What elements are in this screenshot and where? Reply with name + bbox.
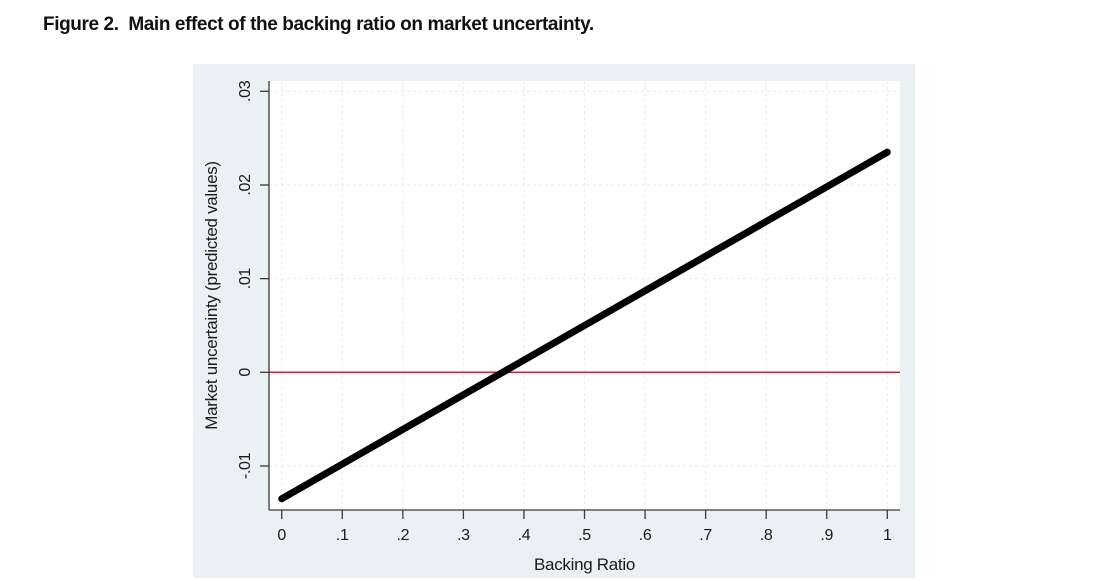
main-effect-line bbox=[278, 148, 891, 503]
x-tick-label: .3 bbox=[457, 527, 470, 544]
x-tick-label: 0 bbox=[277, 527, 286, 544]
y-axis-title: Market uncertainty (predicted values) bbox=[202, 161, 221, 430]
y-tick-label: .02 bbox=[237, 174, 254, 196]
x-tick-label: .6 bbox=[639, 527, 652, 544]
x-tick-label: .7 bbox=[699, 527, 712, 544]
y-tick-label: 0 bbox=[237, 368, 254, 377]
x-tick-label: .8 bbox=[760, 527, 773, 544]
chart-canvas: -.01 0 .01 .02 .03 0 .1 .2 .3 .4 .5 .6 .7 .8 .9 1 Market… bbox=[193, 64, 915, 578]
x-tick-label: 1 bbox=[883, 527, 892, 544]
x-axis-title: Backing Ratio bbox=[534, 555, 635, 574]
x-tick-label: .4 bbox=[518, 527, 531, 544]
y-tick-label: .01 bbox=[237, 268, 254, 290]
y-tick-label: -.01 bbox=[237, 452, 254, 479]
y-tick-label: .03 bbox=[237, 80, 254, 102]
x-tick-label: .2 bbox=[396, 527, 409, 544]
figure-title: Figure 2. Main effect of the backing rat… bbox=[43, 14, 594, 35]
chart-figure: -.01 0 .01 .02 .03 0 .1 .2 .3 .4 .5 .6 .7 .8 .9 1 Market… bbox=[193, 64, 915, 578]
plot-area bbox=[269, 81, 900, 510]
x-tick-label: .9 bbox=[820, 527, 833, 544]
x-tick-label: .5 bbox=[578, 527, 591, 544]
x-tick-label: .1 bbox=[336, 527, 349, 544]
